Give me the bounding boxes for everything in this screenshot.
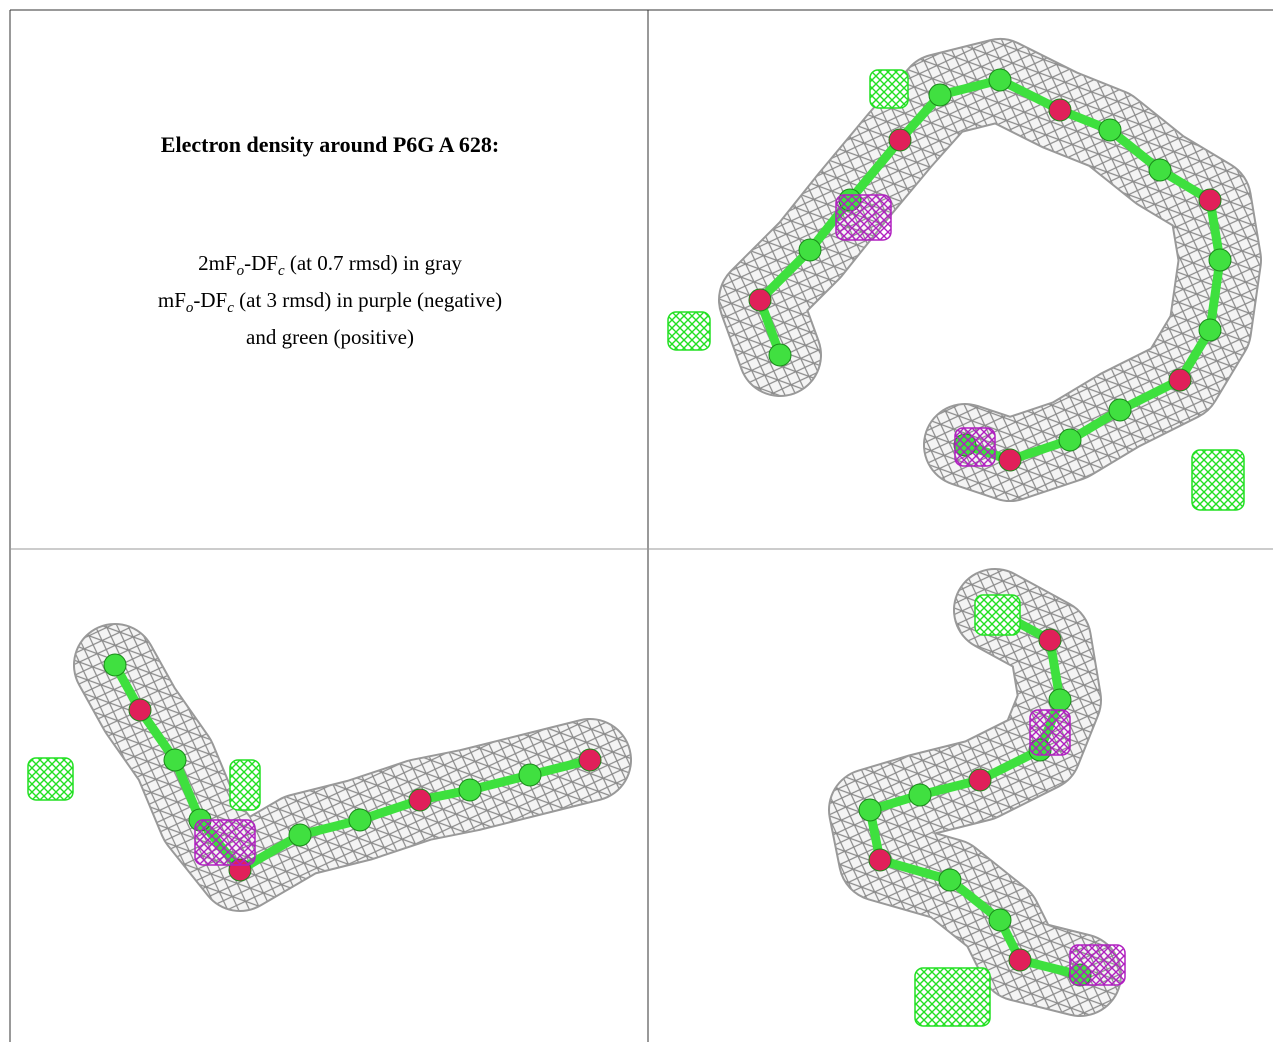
text-span: (at 0.7 rmsd) in gray — [285, 251, 463, 275]
difference-density — [954, 427, 996, 467]
atom — [888, 128, 912, 152]
atom — [968, 768, 992, 792]
caption-line: mFo-DFc (at 3 rmsd) in purple (negative) — [158, 288, 502, 316]
difference-density — [1029, 709, 1071, 756]
atom — [1098, 118, 1122, 142]
density-mesh — [720, 40, 1260, 500]
panel-borders — [9, 9, 1273, 1042]
atom — [858, 798, 882, 822]
difference-density — [1069, 944, 1126, 986]
atom — [128, 698, 152, 722]
atom — [103, 653, 127, 677]
atom — [288, 823, 312, 847]
atom — [1108, 398, 1132, 422]
difference-density — [835, 194, 892, 241]
text-span: -DF — [193, 288, 227, 312]
text-span: -DF — [244, 251, 278, 275]
difference-density — [194, 819, 256, 866]
atom — [1048, 688, 1072, 712]
text-span: and green (positive) — [246, 325, 414, 349]
atom — [998, 448, 1022, 472]
difference-density — [869, 69, 909, 109]
text-span: 2mF — [198, 251, 237, 275]
atom — [988, 68, 1012, 92]
atom — [928, 83, 952, 107]
atom — [868, 848, 892, 872]
atom — [1038, 628, 1062, 652]
atom — [348, 808, 372, 832]
atom — [458, 778, 482, 802]
subscript: o — [237, 263, 245, 279]
subscript: o — [186, 300, 194, 316]
atom — [908, 783, 932, 807]
atom — [938, 868, 962, 892]
atom — [1058, 428, 1082, 452]
atom — [768, 343, 792, 367]
difference-density — [1191, 449, 1245, 511]
density-mesh — [75, 625, 630, 910]
atom — [1208, 248, 1232, 272]
difference-density — [914, 967, 991, 1027]
difference-density — [229, 759, 261, 811]
caption-title: Electron density around P6G A 628: — [161, 132, 499, 157]
atom — [578, 748, 602, 772]
atom — [1198, 318, 1222, 342]
atom — [1168, 368, 1192, 392]
atom — [748, 288, 772, 312]
difference-density — [27, 757, 74, 801]
atom — [518, 763, 542, 787]
atom — [798, 238, 822, 262]
caption-line: 2mFo-DFc (at 0.7 rmsd) in gray — [198, 251, 462, 279]
text-span: (at 3 rmsd) in purple (negative) — [234, 288, 502, 312]
density-renderings — [27, 38, 1262, 1027]
atom — [408, 788, 432, 812]
text-span: mF — [158, 288, 186, 312]
subscript: c — [227, 300, 234, 316]
difference-density — [667, 311, 711, 351]
atom — [988, 908, 1012, 932]
atom — [1008, 948, 1032, 972]
difference-density — [974, 594, 1021, 636]
caption-line: and green (positive) — [246, 325, 414, 349]
atom — [1048, 98, 1072, 122]
atom — [163, 748, 187, 772]
subscript: c — [278, 263, 285, 279]
atom — [1148, 158, 1172, 182]
atom — [1198, 188, 1222, 212]
